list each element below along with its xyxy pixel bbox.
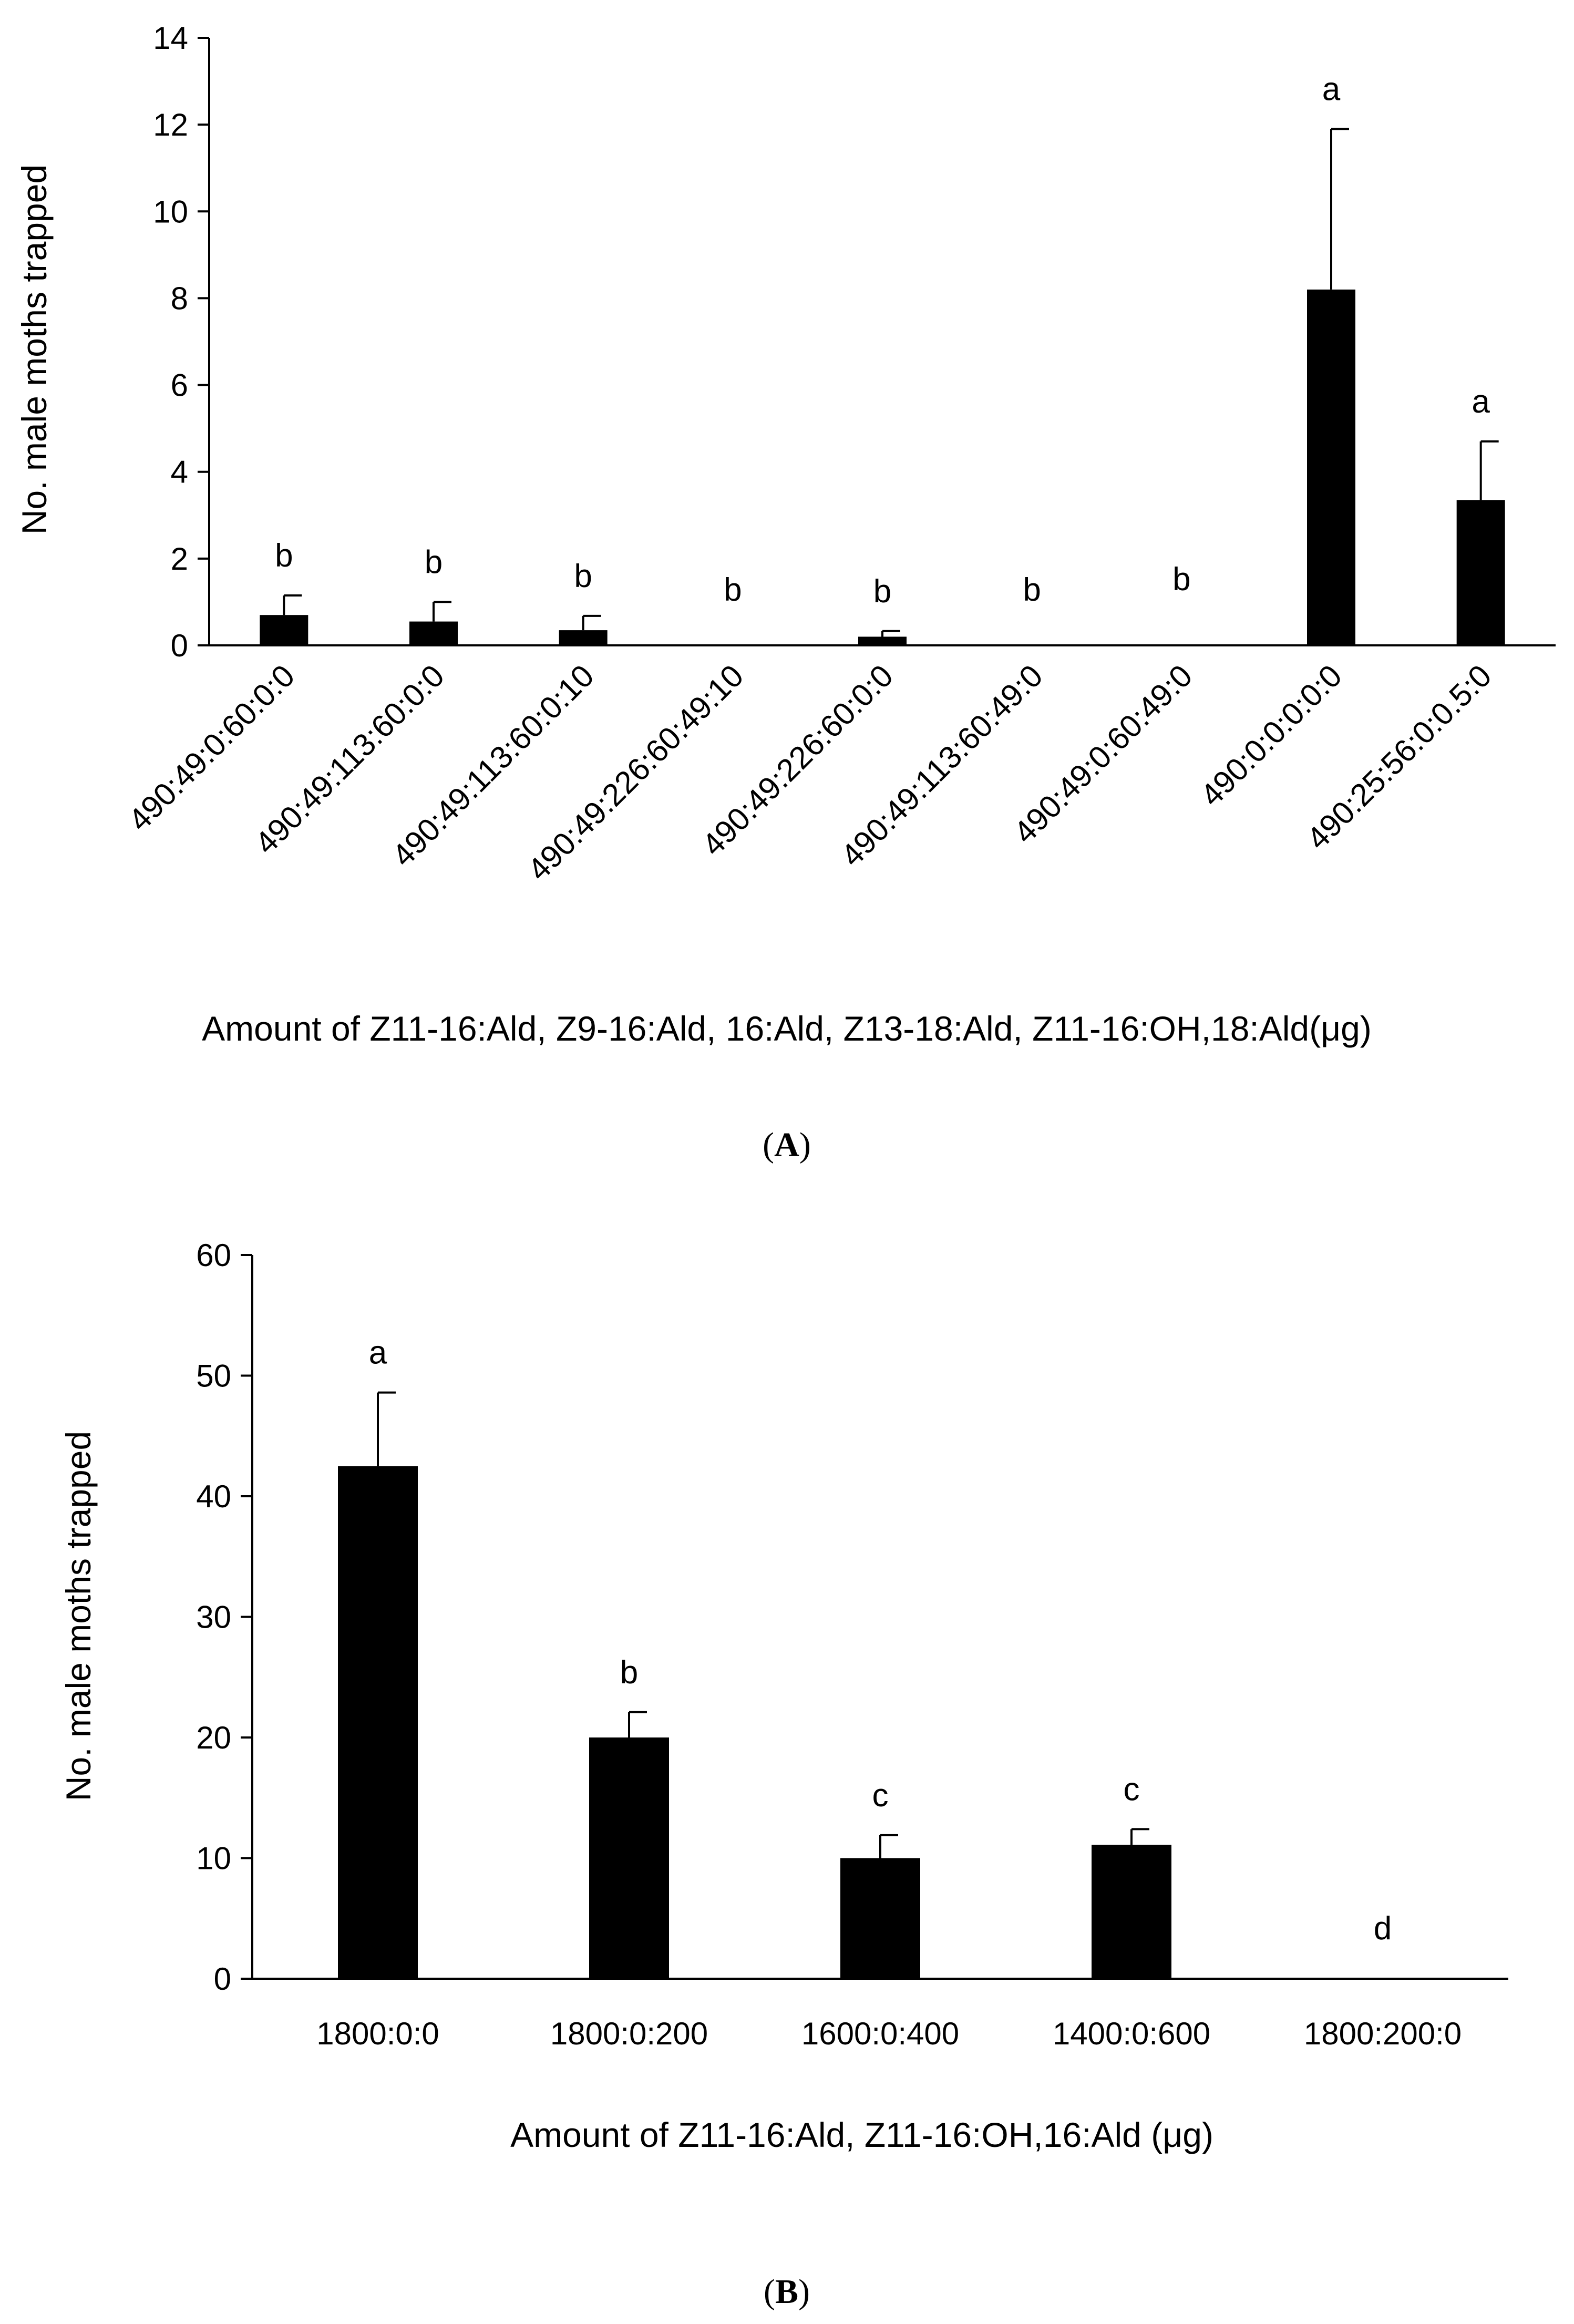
significance-letter-a: b <box>1172 561 1190 598</box>
bar-b <box>1092 1845 1171 1979</box>
y-axis-title-b: No. male moths trapped <box>59 1431 98 1801</box>
y-tick-label-b: 0 <box>214 1961 231 1997</box>
bar-a <box>409 621 458 645</box>
significance-letter-a: b <box>275 538 293 574</box>
significance-letter-a: b <box>425 544 443 580</box>
x-axis-title-a: Amount of Z11-16:Ald, Z9-16:Ald, 16:Ald,… <box>202 1009 1372 1048</box>
significance-letter-a: b <box>574 558 592 594</box>
y-tick-label-b: 10 <box>196 1841 231 1876</box>
y-tick-label-b: 50 <box>196 1359 231 1394</box>
significance-letter-b: c <box>872 1777 889 1814</box>
y-tick-label-a: 2 <box>171 541 188 577</box>
y-tick-label-a: 14 <box>153 20 188 56</box>
significance-letter-b: c <box>1124 1771 1140 1807</box>
bar-a <box>260 615 308 645</box>
y-tick-label-b: 20 <box>196 1720 231 1755</box>
x-tick-label-b: 1600:0:400 <box>801 2016 959 2051</box>
x-tick-label-b: 1800:0:0 <box>316 2016 439 2051</box>
bar-a <box>858 636 907 645</box>
panel-label-a: (A) <box>763 1126 811 1164</box>
x-tick-label-b: 1400:0:600 <box>1053 2016 1210 2051</box>
bar-a <box>1307 289 1355 645</box>
significance-letter-b: d <box>1374 1910 1392 1947</box>
y-tick-label-a: 8 <box>171 281 188 316</box>
y-tick-label-a: 12 <box>153 107 188 142</box>
y-tick-label-a: 4 <box>171 455 188 490</box>
y-tick-label-b: 30 <box>196 1600 231 1635</box>
y-tick-label-b: 60 <box>196 1238 231 1273</box>
significance-letter-a: a <box>1322 71 1341 107</box>
bar-a <box>1456 500 1505 645</box>
y-tick-label-a: 6 <box>171 368 188 403</box>
significance-letter-a: b <box>873 573 891 610</box>
significance-letter-b: a <box>369 1335 387 1371</box>
significance-letter-a: b <box>724 572 742 608</box>
x-tick-label-b: 1800:200:0 <box>1304 2016 1462 2051</box>
y-tick-label-a: 10 <box>153 194 188 229</box>
significance-letter-a: b <box>1023 572 1041 608</box>
bar-a <box>559 630 608 645</box>
bar-b <box>338 1466 418 1979</box>
y-axis-title-a: No. male moths trapped <box>15 164 54 534</box>
bar-b <box>840 1858 920 1979</box>
significance-letter-a: a <box>1472 384 1490 420</box>
x-tick-label-b: 1800:0:200 <box>550 2016 708 2051</box>
bar-b <box>589 1737 669 1979</box>
x-axis-title-b: Amount of Z11-16:Ald, Z11-16:OH,16:Ald (… <box>510 2115 1213 2154</box>
y-tick-label-b: 40 <box>196 1479 231 1514</box>
y-tick-label-a: 0 <box>171 628 188 663</box>
significance-letter-b: b <box>620 1654 638 1691</box>
chart-panel-b: No. male moths trapped Amount of Z11-16:… <box>59 1238 1508 2311</box>
panel-label-b: (B) <box>764 2272 810 2311</box>
